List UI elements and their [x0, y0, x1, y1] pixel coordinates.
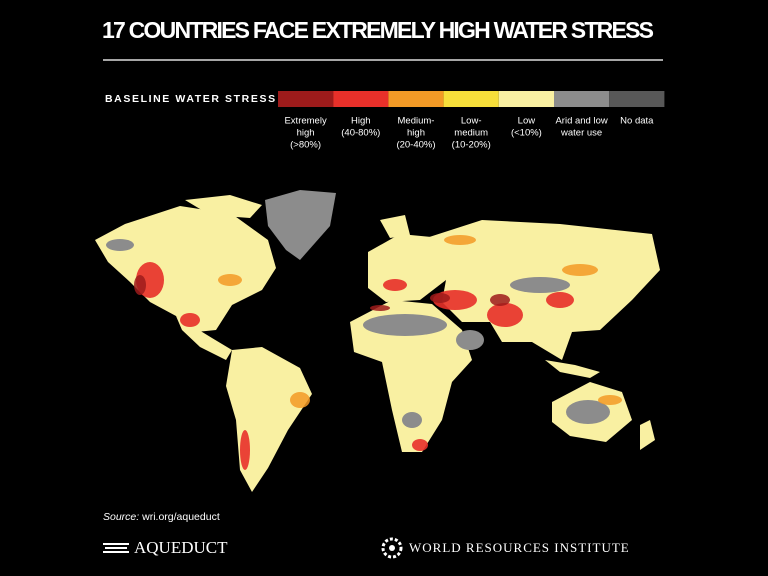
legend-label: No data: [620, 116, 654, 127]
wri-logo: WORLD RESOURCES INSTITUTE: [409, 540, 630, 555]
legend-swatch: [609, 91, 665, 107]
legend-label: high: [407, 128, 425, 139]
title: 17 COUNTRIES FACE EXTREMELY HIGH WATER S…: [102, 17, 654, 43]
legend-label: Arid and low: [555, 116, 607, 127]
legend-swatch: [498, 91, 554, 107]
legend-title: BASELINE WATER STRESS: [105, 93, 277, 105]
legend-label: high: [297, 128, 315, 139]
source-label: Source:: [103, 511, 139, 523]
legend-label: (>80%): [290, 140, 321, 151]
legend-label: (<10%): [511, 128, 542, 139]
aqueduct-logo: AQUEDUCT: [134, 538, 228, 557]
legend-label: Low: [518, 116, 536, 127]
legend-label: water use: [560, 128, 602, 139]
source-url: wri.org/aqueduct: [141, 511, 220, 523]
legend-swatch: [333, 91, 389, 107]
legend-swatch: [388, 91, 444, 107]
legend-swatch: [278, 91, 334, 107]
legend-label: (20-40%): [396, 140, 435, 151]
source: Source: wri.org/aqueduct: [103, 511, 220, 523]
legend: Extremelyhigh(>80%)High(40-80%)Medium-hi…: [278, 91, 665, 151]
legend-label: (40-80%): [341, 128, 380, 139]
legend-swatch: [554, 91, 610, 107]
legend-swatch: [443, 91, 499, 107]
aqueduct-logo-icon: [103, 543, 129, 553]
legend-label: Medium-: [398, 116, 435, 127]
wri-logo-icon: [381, 537, 403, 559]
legend-label: High: [351, 116, 371, 127]
legend-label: Low-: [461, 116, 482, 127]
legend-label: (10-20%): [452, 140, 491, 151]
legend-label: Extremely: [284, 116, 326, 127]
world-map: [95, 190, 660, 492]
legend-label: medium: [454, 128, 488, 139]
